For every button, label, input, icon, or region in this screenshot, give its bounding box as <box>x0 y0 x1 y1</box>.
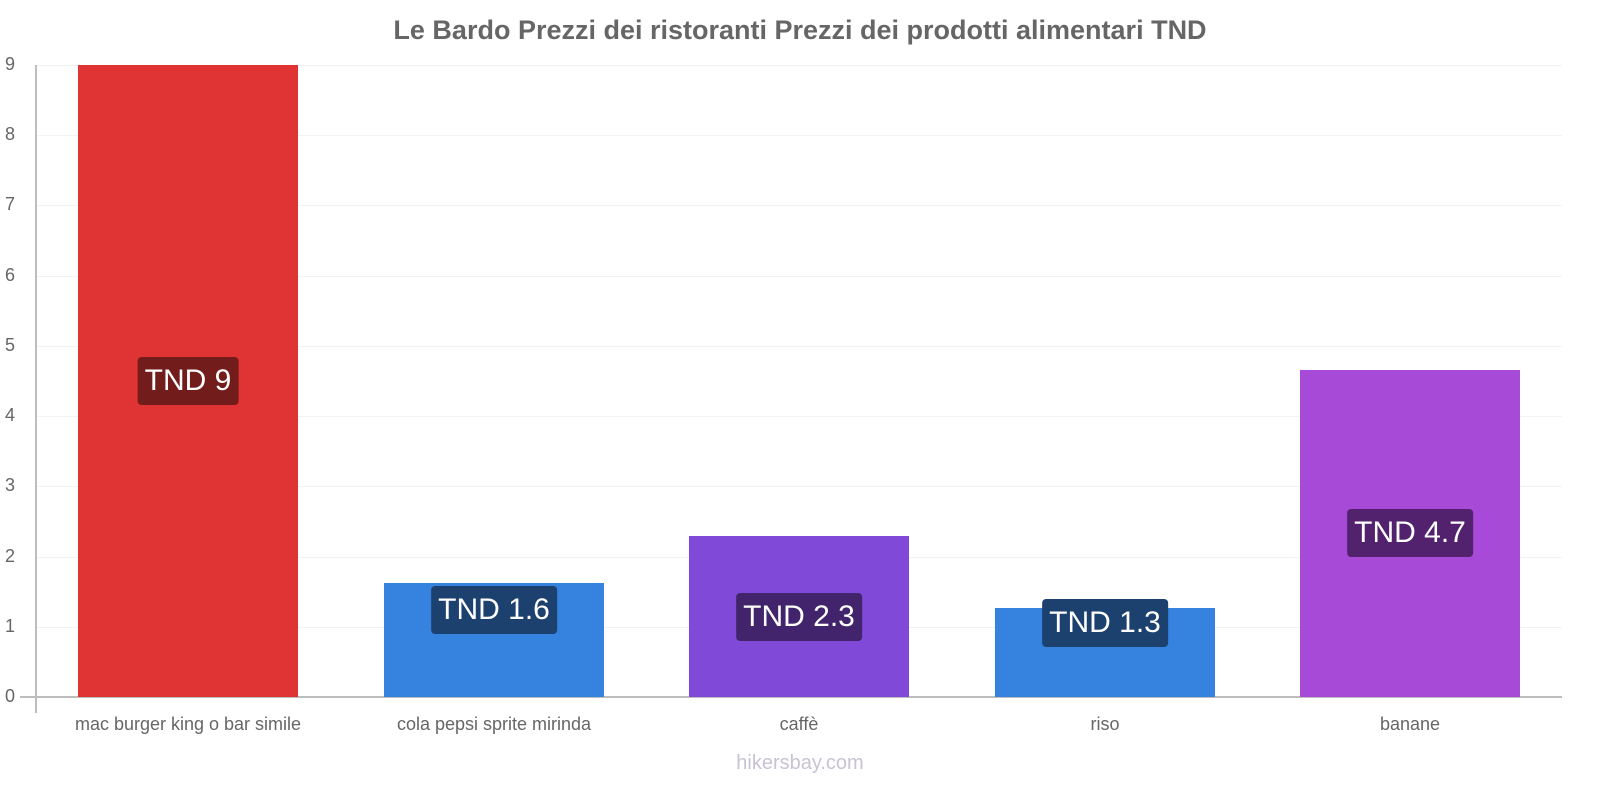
bar-value-label: TND 4.7 <box>1347 509 1473 557</box>
y-tick-label: 9 <box>4 54 15 74</box>
gridline <box>36 65 1562 66</box>
y-tick-label: 3 <box>4 475 15 495</box>
x-tick-label: cola pepsi sprite mirinda <box>396 714 592 734</box>
chart-title: Le Bardo Prezzi dei ristoranti Prezzi de… <box>393 15 1207 45</box>
gridline <box>36 346 1562 347</box>
y-tick-label: 8 <box>4 124 15 144</box>
x-tick-label: riso <box>1090 714 1120 734</box>
bar-value-label: TND 2.3 <box>736 593 862 641</box>
gridline <box>36 135 1562 136</box>
y-tick-label: 0 <box>4 686 15 706</box>
y-tick-label: 4 <box>4 405 15 425</box>
bar-value-label: TND 9 <box>137 357 239 405</box>
y-tick-label: 2 <box>4 546 15 566</box>
x-tick-label: mac burger king o bar simile <box>74 714 302 734</box>
y-tick-label: 7 <box>4 194 15 214</box>
x-tick-label: banane <box>1379 714 1441 734</box>
y-tick-label: 6 <box>4 265 15 285</box>
y-axis-line <box>35 65 37 713</box>
gridline <box>36 486 1562 487</box>
y-tick-label: 1 <box>4 616 15 636</box>
watermark: hikersbay.com <box>736 752 864 774</box>
gridline <box>36 416 1562 417</box>
gridline <box>36 205 1562 206</box>
y-tick-label: 5 <box>4 335 15 355</box>
x-tick-label: caffè <box>779 714 819 734</box>
bar-value-label: TND 1.3 <box>1042 599 1168 647</box>
x-axis-line <box>20 696 1562 698</box>
gridline <box>36 276 1562 277</box>
bar-value-label: TND 1.6 <box>431 586 557 634</box>
